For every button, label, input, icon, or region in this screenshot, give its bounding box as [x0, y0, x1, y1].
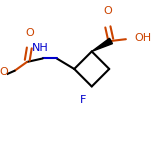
Text: NH: NH [32, 43, 48, 53]
Text: O: O [25, 28, 34, 38]
Polygon shape [92, 38, 112, 51]
Text: O: O [0, 67, 9, 77]
Text: OH: OH [135, 33, 152, 43]
Text: F: F [80, 95, 86, 105]
Text: O: O [103, 6, 112, 16]
